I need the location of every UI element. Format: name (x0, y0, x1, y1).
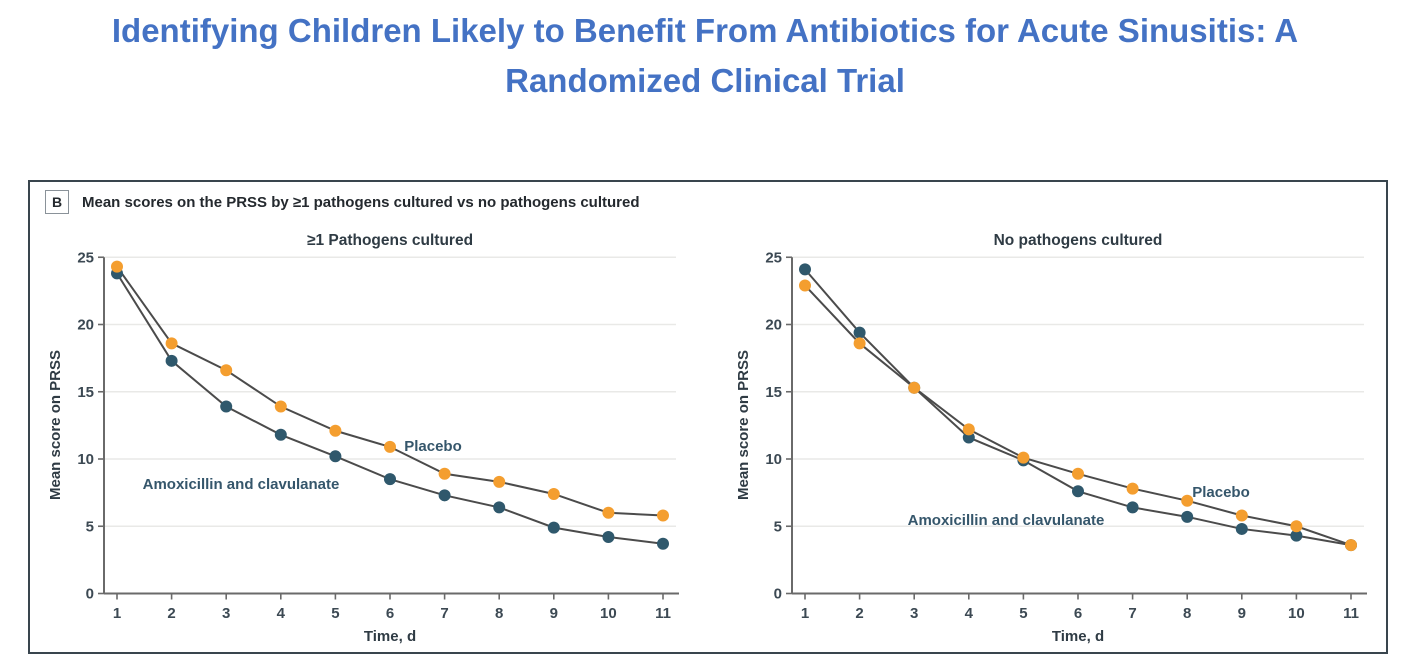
series-label: Placebo (404, 438, 462, 455)
y-tick-label: 5 (774, 518, 782, 535)
data-point (853, 326, 866, 339)
data-point (220, 400, 233, 413)
y-axis-title: Mean score on PRSS (735, 350, 752, 500)
x-tick-label: 8 (1183, 605, 1191, 622)
data-point (1072, 485, 1084, 498)
series-label: Amoxicillin and clavulanate (143, 476, 340, 493)
series-label: Amoxicillin and clavulanate (908, 512, 1105, 529)
data-point (274, 428, 287, 441)
x-axis-title: Time, d (364, 628, 416, 645)
x-tick-label: 6 (386, 605, 394, 622)
x-tick-label: 11 (655, 605, 671, 622)
chart-title: ≥1 Pathogens cultured (307, 232, 473, 249)
data-point (111, 260, 123, 273)
x-tick-label: 6 (1074, 605, 1082, 622)
chart-no-pathogens-cultured: 0 5 10 15 20 25 1 2 3 4 5 6 7 8 9 10 11 No pathogens cult… (735, 232, 1367, 645)
y-tick-label: 15 (77, 384, 94, 401)
data-point (602, 531, 615, 544)
series-label: Placebo (1192, 484, 1250, 501)
data-point (853, 337, 866, 350)
y-tick-label: 10 (77, 451, 94, 468)
data-point (438, 489, 451, 502)
data-point (438, 467, 451, 480)
panel-label: B (45, 190, 69, 214)
y-axis-title: Mean score on PRSS (47, 350, 64, 500)
page-title: Identifying Children Likely to Benefit F… (0, 6, 1410, 106)
y-tick-label: 0 (86, 586, 94, 603)
figure-panel: B Mean scores on the PRSS by ≥1 pathogen… (28, 180, 1388, 654)
data-point (1126, 482, 1139, 495)
y-tick-label: 25 (765, 249, 782, 266)
x-tick-label: 9 (1238, 605, 1246, 622)
data-point (1017, 451, 1030, 464)
data-point (908, 381, 921, 394)
x-tick-label: 4 (277, 605, 286, 622)
y-tick-label: 25 (77, 249, 94, 266)
x-tick-label: 3 (910, 605, 918, 622)
x-tick-label: 9 (550, 605, 558, 622)
data-point (547, 487, 560, 500)
data-point (602, 506, 615, 519)
data-point (799, 263, 811, 276)
chart-pathogens-cultured: 0 5 10 15 20 25 1 2 3 4 5 6 7 8 9 10 11 ≥1 Pathogens cult… (47, 232, 679, 645)
y-tick-label: 20 (765, 317, 782, 334)
page-title-text: Identifying Children Likely to Benefit F… (111, 12, 1299, 99)
data-point (165, 337, 178, 350)
panel-header: B Mean scores on the PRSS by ≥1 pathogen… (45, 190, 640, 214)
data-point (1290, 520, 1303, 533)
data-point (1126, 501, 1139, 514)
y-tick-label: 5 (86, 518, 94, 535)
data-point (657, 537, 669, 550)
y-tick-label: 0 (774, 586, 782, 603)
data-point (493, 501, 506, 514)
data-point (1181, 494, 1194, 507)
x-tick-label: 7 (1128, 605, 1136, 622)
x-tick-label: 5 (331, 605, 339, 622)
data-point (274, 400, 287, 413)
x-tick-label: 8 (495, 605, 503, 622)
x-tick-label: 2 (167, 605, 175, 622)
x-tick-label: 7 (440, 605, 448, 622)
x-tick-label: 2 (855, 605, 863, 622)
y-tick-label: 20 (77, 317, 94, 334)
data-point (329, 450, 342, 463)
x-tick-label: 1 (113, 605, 121, 622)
data-point (329, 424, 342, 437)
data-point (1235, 509, 1248, 522)
x-tick-label: 10 (600, 605, 617, 622)
data-point (493, 475, 506, 488)
data-point (799, 279, 811, 292)
x-tick-label: 4 (965, 605, 974, 622)
data-point (384, 473, 396, 486)
chart-title: No pathogens cultured (994, 232, 1163, 249)
x-tick-label: 11 (1343, 605, 1359, 622)
y-tick-label: 15 (765, 384, 782, 401)
data-point (1290, 529, 1303, 542)
x-tick-label: 1 (801, 605, 809, 622)
x-tick-label: 3 (222, 605, 230, 622)
x-axis-title: Time, d (1052, 628, 1104, 645)
data-point (165, 354, 178, 367)
series-line-amoxicillin-and-clavulanate (804, 268, 1352, 547)
data-point (1235, 522, 1248, 535)
data-point (547, 521, 560, 534)
panel-caption: Mean scores on the PRSS by ≥1 pathogens … (82, 193, 640, 211)
data-point (962, 423, 975, 436)
x-tick-label: 10 (1288, 605, 1305, 622)
data-point (1072, 467, 1084, 480)
y-tick-label: 10 (765, 451, 782, 468)
data-point (1345, 539, 1357, 552)
data-point (384, 440, 396, 453)
x-tick-label: 5 (1019, 605, 1027, 622)
data-point (220, 364, 233, 377)
data-point (657, 509, 669, 522)
data-point (1181, 510, 1194, 523)
